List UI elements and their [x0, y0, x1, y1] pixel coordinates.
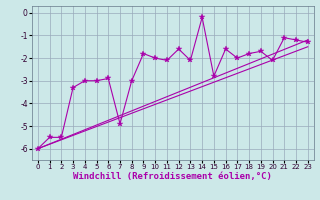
X-axis label: Windchill (Refroidissement éolien,°C): Windchill (Refroidissement éolien,°C): [73, 172, 272, 181]
